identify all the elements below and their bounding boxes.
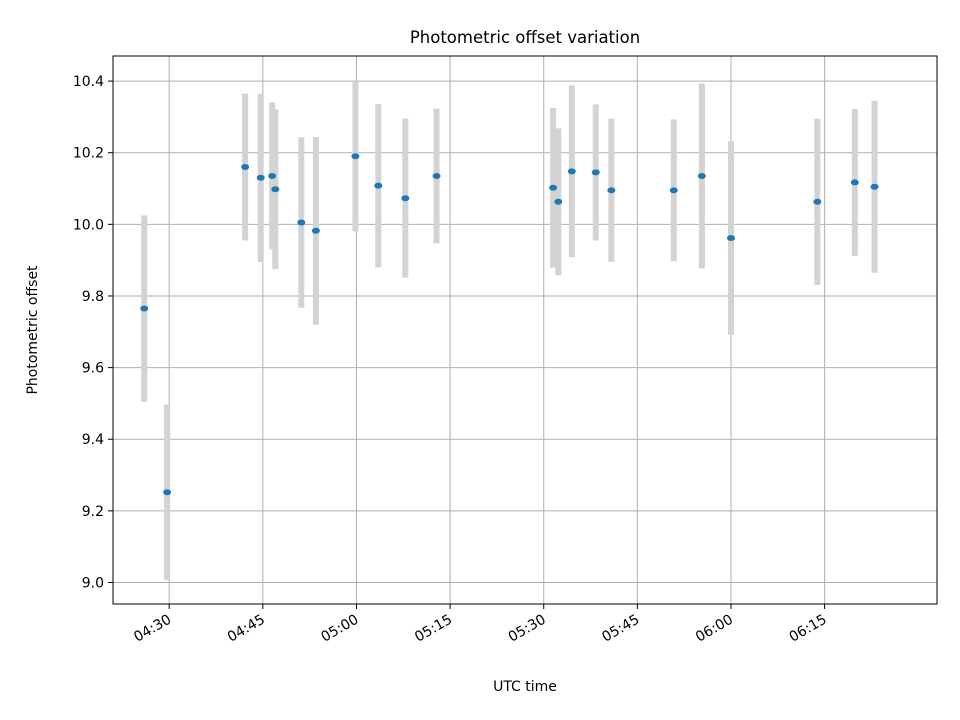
- data-point: [567, 168, 576, 175]
- x-tick-label: 06:15: [787, 612, 830, 646]
- data-point: [163, 489, 172, 496]
- y-tick-label: 10.2: [73, 146, 104, 162]
- data-points: [140, 153, 879, 496]
- data-point: [591, 169, 600, 176]
- y-tick-label: 10.4: [73, 74, 104, 90]
- x-tick-label: 05:15: [412, 612, 455, 646]
- plot-frame: [112, 55, 938, 605]
- y-tick-label: 9.6: [82, 361, 104, 377]
- x-tick-label: 06:00: [693, 612, 736, 646]
- y-tick-label: 10.0: [73, 217, 104, 233]
- x-tick-label: 04:30: [131, 612, 174, 646]
- data-point: [351, 153, 360, 160]
- data-point: [297, 219, 306, 226]
- x-tick-label: 04:45: [225, 612, 268, 646]
- grid: [113, 56, 937, 604]
- data-point: [401, 195, 410, 202]
- chart-title: Photometric offset variation: [410, 28, 640, 47]
- x-tick-label: 05:30: [506, 612, 549, 646]
- y-tick-label: 9.2: [82, 504, 104, 520]
- data-point: [374, 182, 383, 189]
- data-point: [813, 198, 822, 205]
- data-point: [241, 164, 250, 171]
- y-axis-label: Photometric offset: [25, 265, 41, 395]
- y-tick-label: 9.0: [82, 576, 104, 592]
- data-point: [607, 187, 616, 194]
- y-tick-label: 9.4: [82, 432, 104, 448]
- data-point: [727, 234, 735, 241]
- x-tick-label: 05:45: [599, 612, 642, 646]
- data-point: [850, 179, 859, 186]
- data-point: [870, 183, 879, 190]
- error-bars: [141, 81, 878, 581]
- data-point: [697, 172, 706, 179]
- x-axis: 04:30 04:45 05:00 05:15 05:30 05:45 06:00 06:15: [131, 604, 830, 646]
- data-point: [140, 305, 149, 312]
- data-point: [554, 198, 563, 205]
- data-point: [271, 186, 280, 193]
- data-point: [268, 172, 277, 179]
- data-point: [549, 184, 558, 191]
- data-point: [669, 187, 678, 194]
- x-axis-label: UTC time: [493, 679, 557, 695]
- data-point: [311, 227, 320, 234]
- x-tick-label: 05:00: [319, 612, 362, 646]
- data-point: [256, 174, 265, 181]
- y-tick-label: 9.8: [82, 289, 104, 305]
- data-point: [432, 172, 441, 179]
- y-axis: 9.0 9.2 9.4 9.6 9.8 10.0 10.2 10.4: [73, 74, 113, 592]
